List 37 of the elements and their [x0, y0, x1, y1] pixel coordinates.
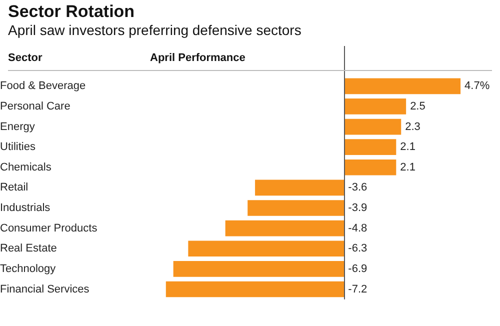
data-label: 2.1: [400, 141, 416, 154]
y-tick-label: Utilities: [0, 141, 36, 154]
y-axis-title: Sector: [8, 52, 42, 64]
bar: [188, 240, 344, 257]
bar: [225, 220, 344, 236]
data-label: 2.1: [400, 161, 416, 174]
x-axis-title: April Performance: [150, 52, 246, 64]
data-label: -6.9: [348, 262, 368, 275]
data-label: -4.8: [348, 222, 368, 234]
data-label: -3.9: [348, 202, 368, 214]
y-tick-label: Real Estate: [0, 242, 57, 255]
bar: [344, 118, 402, 135]
y-tick-label: Food & Beverage: [0, 80, 86, 92]
data-label: 2.3: [405, 120, 420, 133]
chart-subtitle: April saw investors preferring defensive sectors: [8, 22, 302, 38]
y-tick-label: Industrials: [0, 202, 51, 214]
data-label: 4.7%: [464, 80, 490, 92]
y-tick-label: Chemicals: [0, 161, 52, 174]
data-label: -3.6: [348, 182, 368, 194]
bar: [248, 200, 344, 216]
bar: [166, 281, 344, 298]
bar: [344, 159, 396, 176]
y-tick-label: Technology: [0, 262, 56, 275]
data-label: -6.3: [348, 242, 368, 255]
data-label: -7.2: [348, 283, 368, 296]
chart-title: Sector Rotation: [8, 2, 135, 22]
y-tick-label: Financial Services: [0, 283, 90, 296]
bar: [255, 180, 344, 196]
y-tick-label: Energy: [0, 120, 36, 133]
bar: [344, 98, 406, 114]
bar: [344, 78, 461, 94]
data-label: 2.5: [410, 100, 426, 112]
bar: [344, 139, 396, 156]
bar: [173, 261, 344, 277]
y-tick-label: Personal Care: [0, 100, 70, 112]
y-tick-label: Retail: [0, 182, 28, 194]
y-tick-label: Consumer Products: [0, 222, 98, 234]
